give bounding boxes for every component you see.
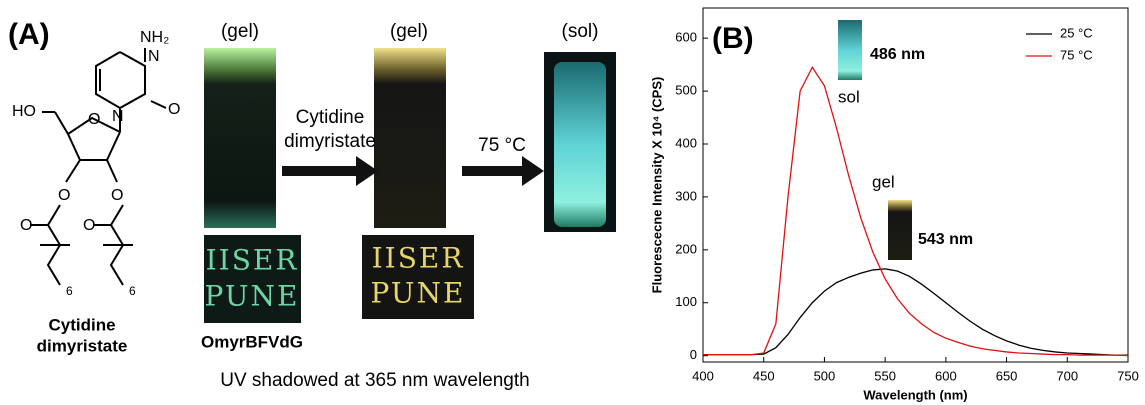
handwriting: PUNE — [371, 277, 466, 310]
compound-name: Cytidine — [48, 315, 115, 334]
atom-label: O — [111, 187, 123, 204]
x-tick-label: 550 — [874, 368, 896, 383]
arrow-label: 75 °C — [478, 135, 526, 156]
atom-label: O — [83, 217, 95, 234]
legend-label: 25 °C — [1060, 25, 1093, 40]
x-tick-label: 600 — [935, 368, 957, 383]
atom-label: N — [112, 108, 124, 125]
atom-label: 6 — [129, 284, 136, 298]
data-line — [703, 269, 1128, 355]
y-axis-label: Fluorescecne Intensity X 10⁴ (CPS) — [649, 77, 664, 294]
handwriting: IISER — [206, 244, 299, 277]
atom-label: O — [58, 187, 70, 204]
y-tick-label: 300 — [675, 188, 697, 203]
chart: 400 450 500 550 600 650 700 750 0 100 200 300 400 500… — [649, 8, 1138, 402]
atom-label: HO — [12, 103, 36, 120]
atom-label: O — [168, 101, 180, 118]
state-label: (gel) — [390, 21, 428, 42]
atom-label: NH₂ — [140, 29, 169, 46]
compound-name: OmyrBFVdG — [201, 332, 303, 351]
compound-name: dimyristate — [37, 336, 128, 355]
handwriting: IISER — [372, 242, 465, 275]
chemical-structure — [30, 48, 166, 285]
legend-label: 75 °C — [1060, 47, 1093, 62]
atom-label: O — [88, 111, 100, 128]
atom-label: 6 — [66, 284, 73, 298]
y-tick-label: 0 — [690, 347, 697, 362]
annotation: sol — [838, 87, 860, 106]
x-tick-label: 400 — [692, 368, 714, 383]
state-label: (sol) — [562, 21, 599, 42]
x-tick-label: 750 — [1117, 368, 1139, 383]
handwriting: PUNE — [205, 280, 300, 313]
panel-label: (A) — [8, 18, 50, 51]
annotation: 486 nm — [870, 46, 925, 63]
y-tick-label: 200 — [675, 241, 697, 256]
annotation: 543 nm — [918, 231, 973, 248]
x-axis-label: Wavelength (nm) — [863, 387, 967, 402]
vial-photo — [204, 48, 276, 228]
y-tick-label: 400 — [675, 135, 697, 150]
arrow-label: dimyristate — [284, 131, 376, 152]
x-tick-label: 700 — [1056, 368, 1078, 383]
vial-photo — [374, 48, 446, 228]
atom-label: O — [20, 217, 32, 234]
figure: (A) NH₂ N N O HO O O O O O 6 6 Cytidine … — [0, 0, 1145, 405]
y-tick-label: 100 — [675, 294, 697, 309]
x-tick-label: 450 — [753, 368, 775, 383]
caption: UV shadowed at 365 nm wavelength — [220, 370, 529, 391]
x-tick-label: 500 — [814, 368, 836, 383]
x-tick-label: 650 — [996, 368, 1018, 383]
y-tick-label: 500 — [675, 83, 697, 98]
atom-label: N — [148, 48, 160, 65]
annotation: gel — [872, 172, 895, 191]
vial-photo — [554, 62, 606, 227]
y-tick-label: 600 — [675, 30, 697, 45]
arrow-label: Cytidine — [296, 107, 365, 128]
data-line — [703, 67, 1128, 355]
inset-photo — [888, 200, 912, 260]
panel-label: (B) — [712, 22, 754, 55]
inset-photo — [838, 20, 862, 80]
state-label: (gel) — [221, 21, 259, 42]
